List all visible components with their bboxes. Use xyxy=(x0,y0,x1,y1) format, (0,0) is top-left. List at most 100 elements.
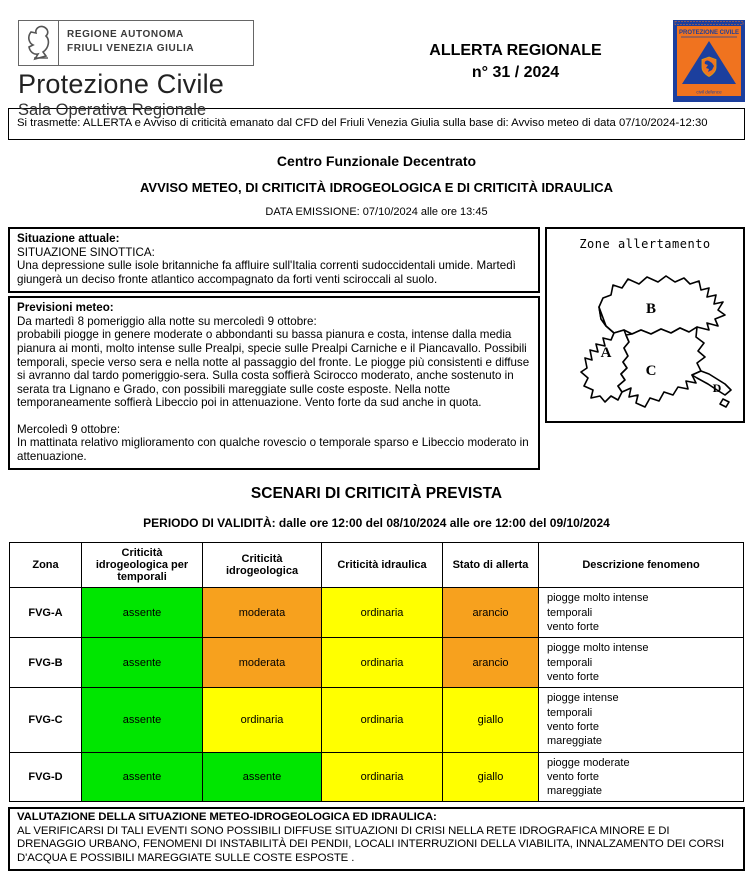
transmittal-text: Si trasmette: ALLERTA e Avviso di critic… xyxy=(17,117,708,129)
description-line: piogge intense xyxy=(547,692,619,705)
column-header: Criticità idrogeologica xyxy=(202,542,322,589)
zone-allertamento-box: Zone allertamento B A C D xyxy=(545,227,745,423)
badge-footer-text: civil defence xyxy=(696,90,722,95)
criticality-cell: ordinaria xyxy=(321,687,443,753)
badge-title-text: PROTEZIONE CIVILE xyxy=(679,30,739,36)
previsioni-p1-body: probabili piogge in genere moderate o ab… xyxy=(17,328,530,410)
criticality-cell: ordinaria xyxy=(321,587,443,639)
map-label-b: B xyxy=(646,301,656,317)
criticality-table: Zona Criticità idrogeologica per temporal… xyxy=(9,542,744,803)
regione-name-line2: FRIULI VENEZIA GIULIA xyxy=(67,42,195,54)
previsioni-p1-intro: Da martedì 8 pomeriggio alla notte su me… xyxy=(17,314,317,328)
fvg-zones-map: B A C D xyxy=(580,275,732,408)
description-line: vento forte xyxy=(547,770,599,783)
scenari-title: SCENARI DI CRITICITÀ PREVISTA xyxy=(250,485,503,503)
description-line: temporali xyxy=(547,606,593,619)
protezione-civile-badge: PROTEZIONE CIVILE civil defence xyxy=(673,20,745,102)
validity-period: PERIODO DI VALIDITÀ: dalle ore 12:00 del… xyxy=(143,516,610,531)
valutazione-title: VALUTAZIONE DELLA SITUAZIONE METEO-IDROG… xyxy=(17,811,437,824)
zone-cell: FVG-A xyxy=(9,587,82,639)
description-cell: piogge intense temporali vento forte maregg… xyxy=(538,687,744,753)
transmittal-box: Si trasmette: ALLERTA e Avviso di critic… xyxy=(8,108,745,140)
description-cell: piogge molto intense temporali vento forte xyxy=(538,637,744,689)
map-zone-c xyxy=(617,326,706,408)
map-zone-d xyxy=(691,370,732,396)
document-title: ALLERTA REGIONALE n° 31 / 2024 xyxy=(358,20,673,102)
description-line: temporali xyxy=(547,656,593,669)
column-header: Stato di allerta xyxy=(442,542,539,589)
page-header: REGIONE AUTONOMA FRIULI VENEZIA GIULIA P… xyxy=(0,0,753,119)
map-title: Zone allertamento xyxy=(579,237,711,251)
column-header: Zona xyxy=(9,542,82,589)
situazione-attuale-box: Situazione attuale: SITUAZIONE SINOTTICA… xyxy=(8,227,540,294)
table-body: FVG-A assente moderata ordinaria arancio piog… xyxy=(9,587,744,803)
criticality-cell: assente xyxy=(81,751,203,803)
regione-name: REGIONE AUTONOMA FRIULI VENEZIA GIULIA xyxy=(59,21,200,65)
text-column: Situazione attuale: SITUAZIONE SINOTTICA… xyxy=(8,227,540,471)
column-header: Criticità idraulica xyxy=(321,542,443,589)
criticality-cell: moderata xyxy=(202,587,322,639)
description-line: vento forte xyxy=(547,671,599,684)
sala-operativa-subtitle: Sala Operativa Regionale xyxy=(18,101,207,119)
description-line: mareggiate xyxy=(547,735,603,748)
criticality-cell: moderata xyxy=(202,637,322,689)
map-coast-squiggle xyxy=(719,398,730,408)
valutazione-body: AL VERIFICARSI DI TALI EVENTI SONO POSSI… xyxy=(17,824,725,864)
criticality-cell: giallo xyxy=(442,751,539,803)
regione-name-line1: REGIONE AUTONOMA xyxy=(67,29,184,40)
paragraph-spacer xyxy=(17,410,531,423)
main-content: Situazione attuale: SITUAZIONE SINOTTICA… xyxy=(8,227,745,471)
situazione-title: Situazione attuale: xyxy=(17,232,120,245)
map-label-c: C xyxy=(646,363,657,379)
map-label-d: D xyxy=(713,381,722,395)
previsioni-p2-intro: Mercoledì 9 ottobre: xyxy=(17,422,121,436)
description-cell: piogge molto intense temporali vento forte xyxy=(538,587,744,639)
description-line: piogge molto intense xyxy=(547,642,649,655)
previsioni-title: Previsioni meteo: xyxy=(17,301,114,315)
criticality-cell: ordinaria xyxy=(202,687,322,753)
eagle-logo-icon xyxy=(19,21,59,65)
criticality-cell: arancio xyxy=(442,637,539,689)
table-row: FVG-A assente moderata ordinaria arancio piog… xyxy=(9,587,744,639)
situazione-sinottica-label: SITUAZIONE SINOTTICA: xyxy=(17,245,155,259)
cfd-title: Centro Funzionale Decentrato xyxy=(276,153,477,169)
criticality-cell: giallo xyxy=(442,687,539,753)
criticality-cell: assente xyxy=(81,587,203,639)
criticality-cell: assente xyxy=(81,637,203,689)
map-label-a: A xyxy=(601,345,612,361)
previsioni-p2-body: In mattinata relativo miglioramento con … xyxy=(17,436,529,463)
zone-cell: FVG-C xyxy=(9,687,82,753)
regione-logo: REGIONE AUTONOMA FRIULI VENEZIA GIULIA xyxy=(18,20,254,66)
table-row: FVG-B assente moderata ordinaria arancio piog… xyxy=(9,637,744,689)
situazione-body: Una depressione sulle isole britanniche … xyxy=(17,259,516,286)
table-header-row: Zona Criticità idrogeologica per temporal… xyxy=(9,542,744,589)
table-row: FVG-C assente ordinaria ordinaria giallo piog… xyxy=(9,687,744,753)
criticality-cell: arancio xyxy=(442,587,539,639)
zone-cell: FVG-D xyxy=(9,751,82,803)
description-line: vento forte xyxy=(547,621,599,634)
description-line: piogge molto intense xyxy=(547,592,649,605)
criticality-cell: ordinaria xyxy=(321,751,443,803)
description-cell: piogge moderate vento forte mareggiate xyxy=(538,751,744,803)
table-row: FVG-D assente assente ordinaria giallo piogge… xyxy=(9,751,744,803)
avviso-subtitle: AVVISO METEO, DI CRITICITÀ IDROGEOLOGICA… xyxy=(139,180,614,195)
description-line: piogge moderate xyxy=(547,756,630,769)
protezione-civile-title: Protezione Civile xyxy=(18,69,224,99)
description-line: vento forte xyxy=(547,720,599,733)
column-header: Criticità idrogeologica per temporali xyxy=(81,542,203,589)
criticality-cell: assente xyxy=(202,751,322,803)
column-header: Descrizione fenomeno xyxy=(538,542,744,589)
criticality-cell: assente xyxy=(81,687,203,753)
document-title-line2: n° 31 / 2024 xyxy=(471,64,560,82)
badge-crest-eagle-icon xyxy=(704,60,714,72)
criticality-cell: ordinaria xyxy=(321,637,443,689)
zone-cell: FVG-B xyxy=(9,637,82,689)
valutazione-box: VALUTAZIONE DELLA SITUAZIONE METEO-IDROG… xyxy=(8,807,745,871)
description-line: temporali xyxy=(547,706,593,719)
description-line: mareggiate xyxy=(547,785,603,798)
regione-logo-block: REGIONE AUTONOMA FRIULI VENEZIA GIULIA P… xyxy=(18,20,358,119)
map-zone-b xyxy=(598,275,726,335)
document-title-line1: ALLERTA REGIONALE xyxy=(429,42,602,59)
emission-date: DATA EMISSIONE: 07/10/2024 alle ore 13:4… xyxy=(265,206,488,218)
previsioni-meteo-box: Previsioni meteo: Da martedì 8 pomeriggi… xyxy=(8,296,540,471)
